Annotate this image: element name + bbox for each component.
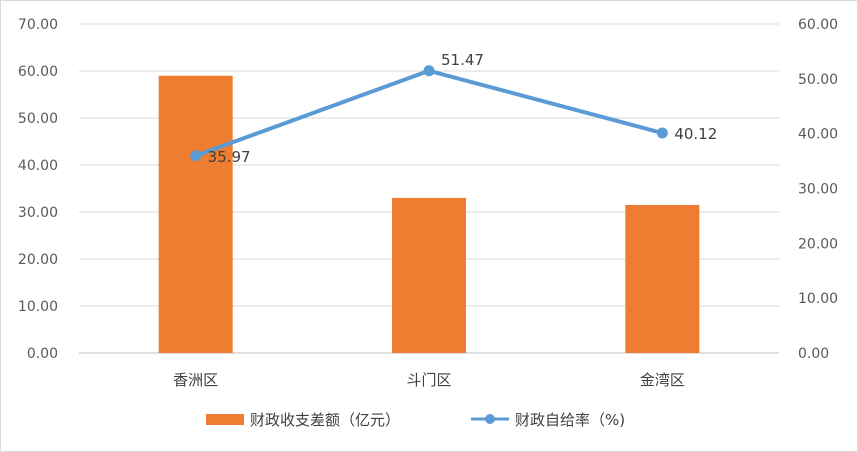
line-series: 35.97 51.47 40.12 bbox=[190, 51, 717, 166]
legend-bar-label: 财政收支差额（亿元） bbox=[250, 411, 400, 429]
right-tick-label: 60.00 bbox=[798, 17, 838, 33]
legend-line-marker bbox=[485, 414, 495, 424]
series-line bbox=[194, 68, 663, 158]
left-tick-label: 70.00 bbox=[18, 17, 58, 33]
right-tick-label: 20.00 bbox=[798, 236, 838, 252]
left-tick-label: 50.00 bbox=[18, 111, 58, 127]
left-tick-label: 0.00 bbox=[27, 346, 58, 362]
left-tick-label: 10.00 bbox=[18, 299, 58, 315]
left-tick-label: 40.00 bbox=[18, 158, 58, 174]
right-tick-label: 50.00 bbox=[798, 72, 838, 88]
data-label: 51.47 bbox=[441, 51, 484, 69]
category-label: 香洲区 bbox=[173, 371, 218, 389]
right-tick-label: 10.00 bbox=[798, 291, 838, 307]
right-tick-label: 40.00 bbox=[798, 127, 838, 143]
bar bbox=[392, 197, 466, 353]
line-point bbox=[190, 150, 202, 162]
category-labels: 香洲区 斗门区 金湾区 bbox=[173, 371, 685, 389]
legend-line-label: 财政自给率（%) bbox=[515, 411, 625, 429]
data-label: 40.12 bbox=[674, 125, 717, 143]
legend-bar-swatch bbox=[206, 414, 244, 425]
left-tick-label: 30.00 bbox=[18, 205, 58, 221]
right-tick-label: 30.00 bbox=[798, 182, 838, 198]
bar bbox=[158, 75, 233, 353]
category-label: 金湾区 bbox=[640, 371, 685, 389]
left-axis-ticks: 0.00 10.00 20.00 30.00 40.00 50.00 60.00 70.00 bbox=[18, 17, 58, 362]
data-label: 35.97 bbox=[208, 148, 251, 166]
line-point bbox=[423, 65, 435, 77]
left-tick-label: 20.00 bbox=[18, 252, 58, 268]
legend: 财政收支差额（亿元） 财政自给率（%) bbox=[206, 411, 625, 429]
line-point bbox=[656, 127, 668, 139]
bar-series bbox=[158, 75, 700, 353]
right-axis-ticks: 0.00 10.00 20.00 30.00 40.00 50.00 60.00 bbox=[798, 17, 838, 362]
bar bbox=[625, 204, 700, 353]
category-label: 斗门区 bbox=[406, 371, 451, 389]
right-tick-label: 0.00 bbox=[798, 346, 829, 362]
left-tick-label: 60.00 bbox=[18, 64, 58, 80]
